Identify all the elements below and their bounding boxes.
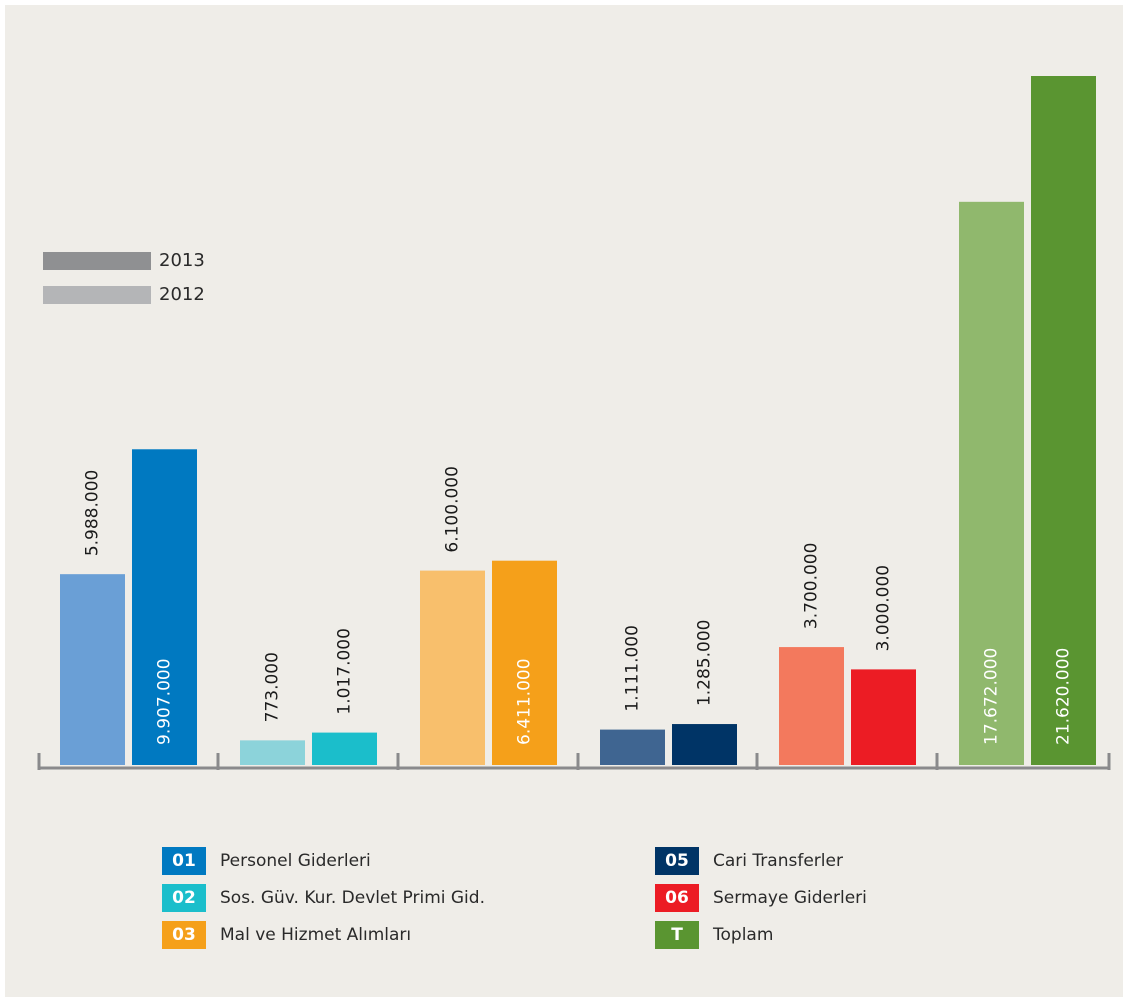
bar-05-2012 (600, 729, 665, 765)
bar-label-03-2013: 6.411.000 (515, 658, 535, 745)
category-name-05: Cari Transferler (713, 851, 843, 871)
category-legend-01: 01 Personel Giderleri (162, 847, 371, 875)
bar-label-01-2013: 9.907.000 (155, 658, 175, 745)
category-code-T: T (655, 921, 699, 949)
category-name-01: Personel Giderleri (220, 851, 371, 871)
category-name-T: Toplam (713, 925, 774, 945)
category-name-02: Sos. Güv. Kur. Devlet Primi Gid. (220, 888, 485, 908)
bar-02-2012 (240, 740, 305, 765)
bar-label-01-2012: 5.988.000 (83, 470, 103, 557)
legend-label-2012: 2012 (159, 284, 205, 305)
category-name-06: Sermaye Giderleri (713, 888, 867, 908)
bar-02-2013 (312, 732, 377, 765)
bar-label-06-2012: 3.700.000 (802, 543, 822, 630)
bar-label-05-2013: 1.285.000 (695, 620, 715, 707)
bar-label-T-2013: 21.620.000 (1054, 648, 1074, 745)
bar-label-05-2012: 1.111.000 (623, 625, 643, 712)
bar-03-2013 (492, 560, 557, 765)
category-legend-T: T Toplam (655, 921, 773, 949)
category-legend-03: 03 Mal ve Hizmet Alımları (162, 921, 411, 949)
bar-05-2013 (672, 724, 737, 765)
legend-swatch-2013 (43, 252, 151, 270)
category-code-01: 01 (162, 847, 206, 875)
bar-chart: 5.988.000 9.907.000 773.000 1.017.000 6.100.… (37, 76, 1111, 770)
category-legend-02: 02 Sos. Güv. Kur. Devlet Primi Gid. (162, 884, 485, 912)
bar-label-02-2013: 1.017.000 (335, 628, 355, 715)
bar-label-02-2012: 773.000 (263, 652, 283, 722)
category-code-06: 06 (655, 884, 699, 912)
category-name-03: Mal ve Hizmet Alımları (220, 925, 412, 945)
bar-T-2012 (959, 201, 1024, 766)
category-legend-05: 05 Cari Transferler (655, 847, 843, 875)
bar-06-2012 (779, 647, 844, 765)
x-axis (37, 753, 1111, 770)
bar-label-03-2012: 6.100.000 (443, 466, 463, 553)
bars-group: 5.988.000 9.907.000 773.000 1.017.000 6.100.… (60, 76, 1096, 766)
category-legend-06: 06 Sermaye Giderleri (655, 884, 867, 912)
legend-label-2013: 2013 (159, 250, 205, 271)
bar-06-2013 (851, 669, 916, 765)
category-code-03: 03 (162, 921, 206, 949)
legend-swatch-2012 (43, 286, 151, 304)
bar-T-2013 (1031, 76, 1096, 765)
bar-label-06-2013: 3.000.000 (874, 565, 894, 652)
category-code-05: 05 (655, 847, 699, 875)
bar-01-2013 (132, 449, 197, 765)
bar-03-2012 (420, 570, 485, 765)
chart-panel: 5.988.000 9.907.000 773.000 1.017.000 6.100.… (5, 5, 1123, 997)
category-code-02: 02 (162, 884, 206, 912)
bar-01-2012 (60, 574, 125, 765)
bar-label-T-2012: 17.672.000 (982, 648, 1002, 745)
